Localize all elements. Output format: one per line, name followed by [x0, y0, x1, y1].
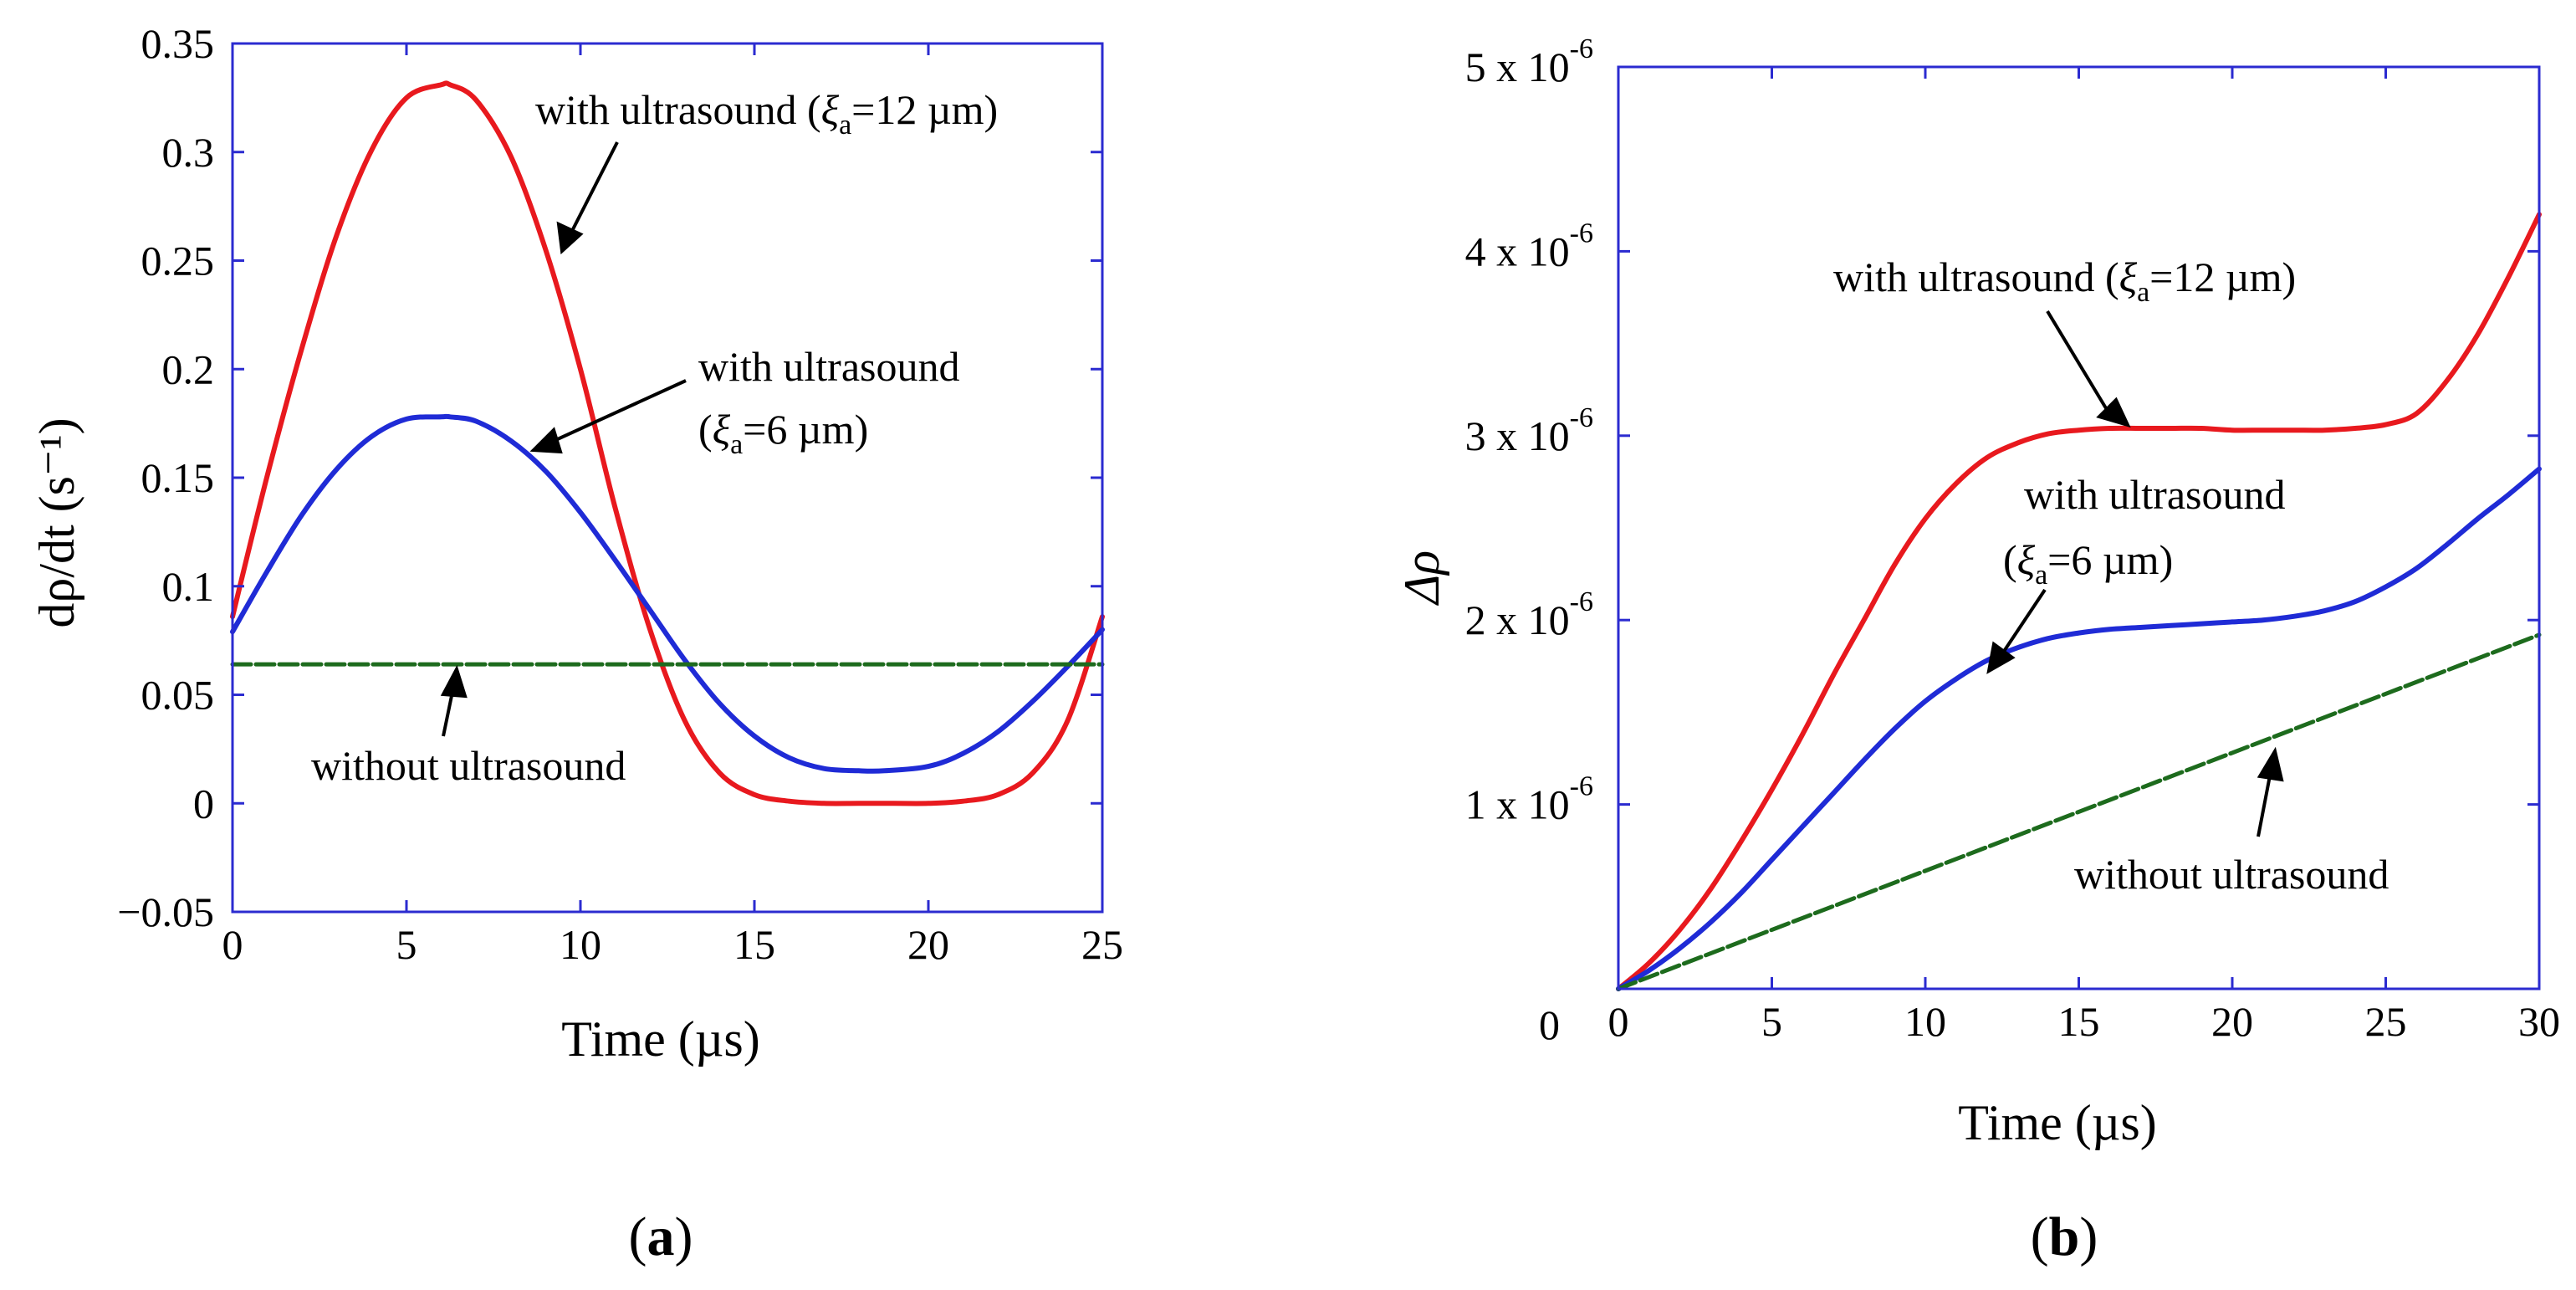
panel-a-y-axis: −0.05 0 0.05 0.1 0.15 0.2 0.25 0.3 0.35	[117, 20, 1102, 935]
y-tick-label: 0.25	[141, 238, 215, 284]
panel-b-x-axis: 0 5 10 15 20 25 30	[1608, 67, 2560, 1045]
y-tick-label: 0.2	[162, 346, 215, 392]
x-tick-label: 25	[2365, 998, 2407, 1045]
y-tick-label: 0.05	[141, 672, 215, 719]
x-tick-label: 0	[222, 921, 243, 968]
panel-b-annotation-xi6: (ξa=6 µm)	[2003, 536, 2173, 591]
y-tick-label: −0.05	[117, 888, 214, 935]
y-tick-label: 0.35	[141, 20, 215, 67]
panel-a-arrow-xi6	[551, 379, 687, 443]
panel-b-series-line-3	[1616, 632, 2542, 991]
y-tick-label: 0.3	[162, 129, 215, 176]
y-tick-label: 5 x 10-6	[1465, 33, 1593, 90]
x-tick-label: 15	[2058, 998, 2100, 1045]
panel-b-x-axis-label: Time (µs)	[1958, 1095, 2156, 1150]
y-tick-label: 3 x 10-6	[1465, 402, 1593, 459]
y-tick-label: 0.15	[141, 454, 215, 501]
panel-a-x-axis-label: Time (µs)	[561, 1011, 759, 1067]
panel-a-arrowhead-xi6	[529, 427, 563, 454]
panel-a-annotation-xi6: (ξa=6 µm)	[698, 406, 868, 460]
panel-b-arrow-xi12	[2046, 310, 2108, 410]
panel-b-series-group	[1616, 212, 2542, 991]
x-tick-label: 20	[2211, 998, 2253, 1045]
x-tick-label: 25	[1081, 921, 1123, 968]
panel-b-arrows	[1986, 310, 2284, 837]
panel-a-chart: 0 5 10 15 20 25 −0.0500.050.10.150.20.250.30.…	[29, 20, 1123, 1267]
panel-a-arrowhead-without	[440, 664, 468, 699]
x-tick-label: 10	[1904, 998, 1946, 1045]
panel-b-label: (b)	[2031, 1206, 2098, 1267]
panel-b-series-line-2	[1616, 466, 2542, 991]
panel-a-arrows	[440, 141, 687, 737]
panel-b-arrowhead-without	[2257, 746, 2284, 782]
panel-a-series-group	[230, 80, 1105, 806]
panel-b-series-line-1	[1616, 212, 2542, 991]
panel-b-annotation-xi12: with ultrasound (ξa=12 µm)	[1833, 253, 2296, 308]
y-tick-label: 0	[193, 780, 214, 827]
y-tick-label: 0.1	[162, 563, 215, 610]
panel-b-y-axis: 0 1 x 10-6 2 x 10-6 3 x 10-6 4 x 10-6 5 x 10-…	[1465, 33, 2539, 1048]
panel-a-series-line-1	[230, 80, 1105, 806]
panel-b-annotation-without-ultrasound: without ultrasound	[2074, 851, 2389, 898]
panel-a-annotation-without-ultrasound: without ultrasound	[311, 742, 626, 789]
panel-a-y-axis-label: dρ/dt (s⁻¹)	[29, 417, 84, 627]
x-tick-label: 15	[733, 921, 775, 968]
y-tick-label: 2 x 10-6	[1465, 586, 1593, 643]
panel-a-label: (a)	[629, 1206, 693, 1267]
y-tick-label: 1 x 10-6	[1465, 771, 1593, 828]
panel-b-annotation-with-ultrasound-6: with ultrasound	[2024, 471, 2285, 518]
panel-b-arrowhead-xi12	[2096, 397, 2131, 428]
x-tick-label: 30	[2518, 998, 2560, 1045]
panel-b-chart: 0 5 10 15 20 25 30 0 1 x 10-6 2 x 10-6 3 x 10-6 4 …	[1394, 33, 2560, 1267]
panel-b-arrow-xi6	[2001, 588, 2047, 654]
y-tick-label: 4 x 10-6	[1465, 218, 1593, 274]
panel-b-arrowhead-xi6	[1986, 641, 2016, 674]
panel-a-x-axis: 0 5 10 15 20 25	[222, 44, 1123, 968]
panel-b-arrow-without	[2257, 770, 2272, 837]
panel-a-series-line-2	[230, 413, 1105, 774]
x-tick-label: 0	[1608, 998, 1629, 1045]
x-tick-label: 5	[1761, 998, 1782, 1045]
x-tick-label: 5	[396, 921, 417, 968]
panel-a-arrow-xi12	[569, 141, 619, 235]
x-tick-label: 10	[560, 921, 601, 968]
panel-b-y-axis-label: Δρ	[1394, 550, 1449, 606]
panel-a-annotation-xi12: with ultrasound (ξa=12 µm)	[535, 86, 998, 141]
panel-a-arrowhead-xi12	[556, 221, 584, 255]
y-tick-label: 0	[1539, 1001, 1560, 1048]
panel-a-annotation-with-ultrasound-6: with ultrasound	[698, 343, 959, 390]
x-tick-label: 20	[907, 921, 949, 968]
